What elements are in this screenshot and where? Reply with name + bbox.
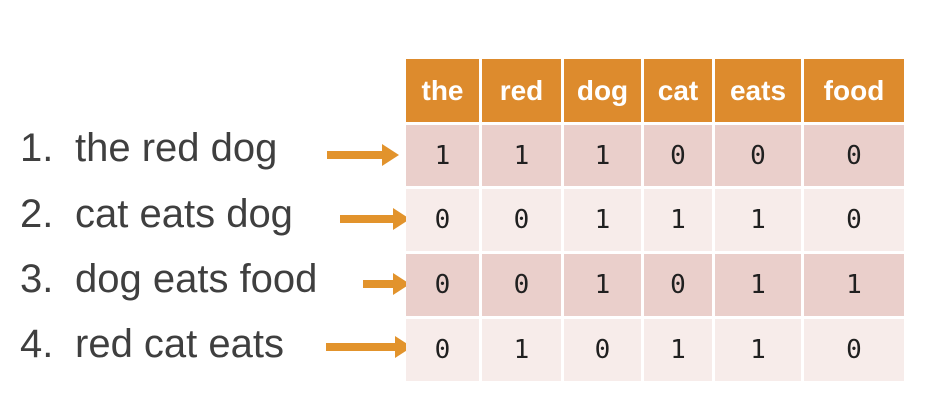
matrix-cell-r4-c4: 1 (644, 319, 712, 381)
matrix-cell-r3-c3: 1 (564, 254, 641, 316)
matrix-cell-r3-c4: 0 (644, 254, 712, 316)
matrix-cell-r2-c2: 0 (482, 189, 561, 251)
matrix-cell-r1-c3: 1 (564, 125, 641, 186)
matrix-cell-r1-c6: 0 (804, 125, 904, 186)
matrix-cell-r1-c2: 1 (482, 125, 561, 186)
matrix-cell-r4-c6: 0 (804, 319, 904, 381)
sentence-text: dog eats food (75, 257, 318, 301)
matrix-cell-r1-c1: 1 (406, 125, 479, 186)
sentence-item-3: 3. dog eats food (20, 255, 317, 303)
matrix-cell-r2-c4: 1 (644, 189, 712, 251)
matrix-cell-r4-c5: 1 (715, 319, 801, 381)
sentence-item-2: 2. cat eats dog (20, 190, 293, 238)
right-arrow-icon (340, 208, 410, 230)
column-header-cat: cat (644, 59, 712, 122)
matrix-cell-r3-c5: 1 (715, 254, 801, 316)
sentence-item-4: 4. red cat eats (20, 320, 284, 368)
sentence-text: red cat eats (75, 322, 285, 366)
matrix-cell-r3-c6: 1 (804, 254, 904, 316)
matrix-cell-r2-c6: 0 (804, 189, 904, 251)
matrix-cell-r3-c1: 0 (406, 254, 479, 316)
matrix-cell-r3-c2: 0 (482, 254, 561, 316)
column-header-red: red (482, 59, 561, 122)
column-header-eats: eats (715, 59, 801, 122)
matrix-cell-r4-c1: 0 (406, 319, 479, 381)
sentence-number: 3. (20, 257, 54, 301)
matrix-cell-r1-c5: 0 (715, 125, 801, 186)
right-arrow-icon (363, 273, 410, 295)
sentence-text: cat eats dog (75, 192, 293, 236)
matrix-cell-r1-c4: 0 (644, 125, 712, 186)
matrix-cell-r2-c3: 1 (564, 189, 641, 251)
right-arrow-icon (327, 144, 399, 166)
column-header-the: the (406, 59, 479, 122)
column-header-dog: dog (564, 59, 641, 122)
sentence-number: 1. (20, 126, 54, 170)
matrix-cell-r2-c5: 1 (715, 189, 801, 251)
matrix-cell-r4-c2: 1 (482, 319, 561, 381)
sentence-item-1: 1. the red dog (20, 124, 277, 172)
matrix-cell-r4-c3: 0 (564, 319, 641, 381)
sentence-number: 2. (20, 192, 54, 236)
sentence-text: the red dog (75, 126, 278, 170)
word-count-table: the red dog cat eats food 1 1 1 0 0 0 0 … (406, 59, 904, 381)
matrix-cell-r2-c1: 0 (406, 189, 479, 251)
sentence-number: 4. (20, 322, 54, 366)
column-header-food: food (804, 59, 904, 122)
right-arrow-icon (326, 336, 412, 358)
